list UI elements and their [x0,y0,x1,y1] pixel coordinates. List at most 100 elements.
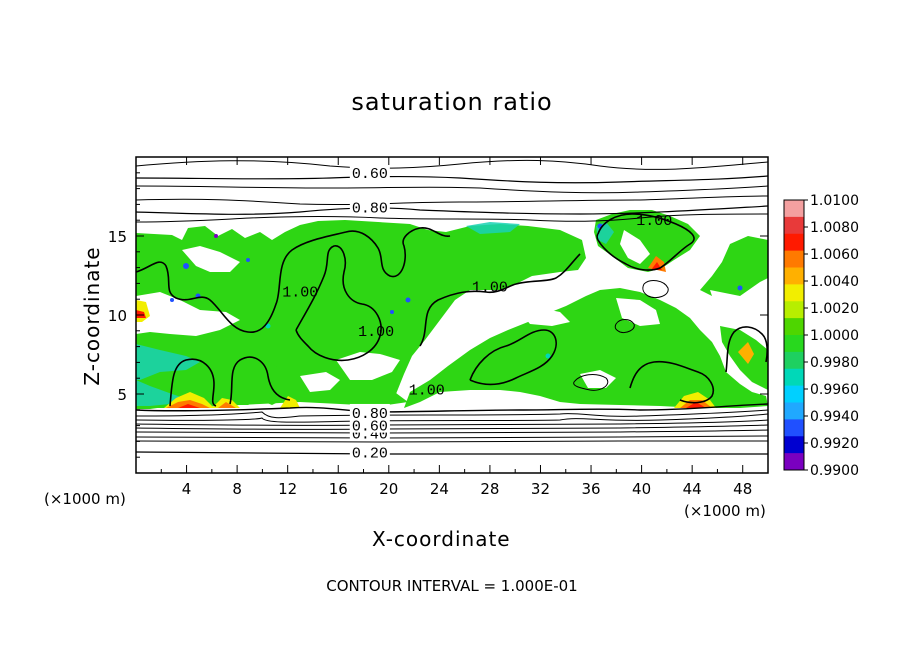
x-tick-label: 24 [430,480,449,498]
contour-label-bg [349,416,390,433]
colorbar-tick-label: 0.9960 [810,382,859,398]
contour-small-a [573,374,609,391]
colorbar-swatch [784,301,804,319]
x-tick-label: 40 [632,480,651,498]
contour-label: 1.00 [472,280,508,297]
contour-small-c [614,319,635,333]
x-tick-label: 20 [379,480,398,498]
contour-1.00-mid2 [469,329,557,386]
contour-label: 0.80 [352,406,388,423]
colorbar-swatch [784,351,804,370]
colorbar-swatch [784,267,804,285]
clear-air-gaps [136,230,768,392]
field-area [136,210,768,409]
contour-small-b [642,280,669,299]
colorbar-tick-label: 0.9940 [810,409,859,425]
colorbar-swatch [784,385,804,403]
contour-label: 1.00 [358,324,394,341]
colorbar-swatch [784,436,804,454]
supersaturated-spots [136,256,754,408]
y-tick-label: 5 [117,386,127,404]
contour-1.00-island-right [596,213,695,271]
contour-1.00-low2 [229,356,291,405]
x-tick-label: 44 [683,480,702,498]
colorbar-swatch [784,200,804,218]
cloud-field [136,210,768,409]
contour-label-bg [349,163,390,180]
contour-label: 0.20 [352,445,388,462]
x-axis-label: X-coordinate [372,527,511,551]
contour-upper-1 [136,159,768,170]
x-axis-ticks: 4 8 12 16 20 24 28 32 36 40 44 48 [160,157,752,498]
x-tick-label: 16 [329,480,348,498]
contour-lines [136,159,768,455]
contour-1.00-right-low [629,360,714,404]
contour-label: 0.60 [352,166,388,183]
colorbar-swatch [784,453,804,471]
colorbar-tick-label: 1.0080 [810,220,859,236]
colorbar-swatch [784,250,804,268]
colorbar-swatch [784,368,804,387]
colorbar-swatch [784,284,804,302]
dry-edge-dots [170,223,743,359]
contour-1.00-mid [419,253,581,347]
contour-upper-5 [136,205,768,215]
contour-lower-9 [136,451,768,455]
x-tick-label: 28 [480,480,499,498]
contour-label: 0.80 [352,201,388,218]
contour-lower-8 [136,440,768,443]
contour-1.00-main [136,227,451,333]
x-tick-label: 48 [733,480,752,498]
contour-label: 0.60 [352,419,388,436]
colorbar: 1.0100 1.0080 1.0060 1.0040 1.0020 1.0000 0.99… [783,193,859,479]
contour-label: 1.00 [636,213,672,230]
colorbar-tick-label: 0.9920 [810,436,859,452]
contour-upper-2 [136,175,768,184]
contour-label-bg [349,403,390,420]
contour-1.00-low [169,358,217,407]
x-tick-label: 4 [182,480,192,498]
colorbar-swatch [784,233,804,252]
x-tick-label: 12 [278,480,297,498]
colorbar-swatch [784,318,804,336]
contour-interval-note: CONTOUR INTERVAL = 1.000E-01 [326,577,578,595]
colorbar-swatch [784,402,804,420]
y-tick-label: 10 [108,307,127,325]
contour-upper-3 [136,185,768,194]
x-tick-label: 32 [531,480,550,498]
contour-label-bg [349,198,390,215]
colorbar-tick-label: 1.0040 [810,274,859,290]
contour-lower-2 [136,409,768,419]
contour-lower-4 [136,419,768,426]
colorbar-tick-label: 1.0020 [810,301,859,317]
colorbar-swatch [784,419,804,437]
colorbar-tick-label: 0.9900 [810,463,859,479]
contour-label: 1.00 [409,382,445,399]
x-tick-label: 36 [581,480,600,498]
y-tick-label: 15 [108,228,127,246]
colorbar-swatch [784,216,804,235]
contour-lower-5 [136,424,768,430]
y-axis-label: Z-coordinate [80,246,104,386]
contour-lower-7 [136,435,768,439]
contour-lower-1 [136,403,768,413]
contour-labels: 0.200.400.600.800.800.601.001.001.001.00… [282,163,672,462]
contour-1.00-center [295,245,382,362]
contour-lower-3 [136,413,768,423]
y-axis-ticks: 5 10 15 [108,172,768,458]
contour-upper-4 [136,195,768,206]
colorbar-tick-label: 1.0060 [810,247,859,263]
colorbar-tick-label: 1.0100 [810,193,859,209]
colorbar-swatch [784,335,804,353]
contour-1.00-far-right [725,326,768,373]
colorbar-tick-label: 1.0000 [810,328,859,344]
chart-title: saturation ratio [351,88,553,116]
contour-label-bg [349,443,390,460]
x-tick-label: 8 [232,480,242,498]
contour-label: 1.00 [282,284,318,301]
x-unit-label-right: (×1000 m) [684,502,766,520]
colorbar-tick-label: 0.9980 [810,355,859,371]
contour-lower-6 [136,429,768,434]
x-unit-label-left: (×1000 m) [44,490,126,508]
